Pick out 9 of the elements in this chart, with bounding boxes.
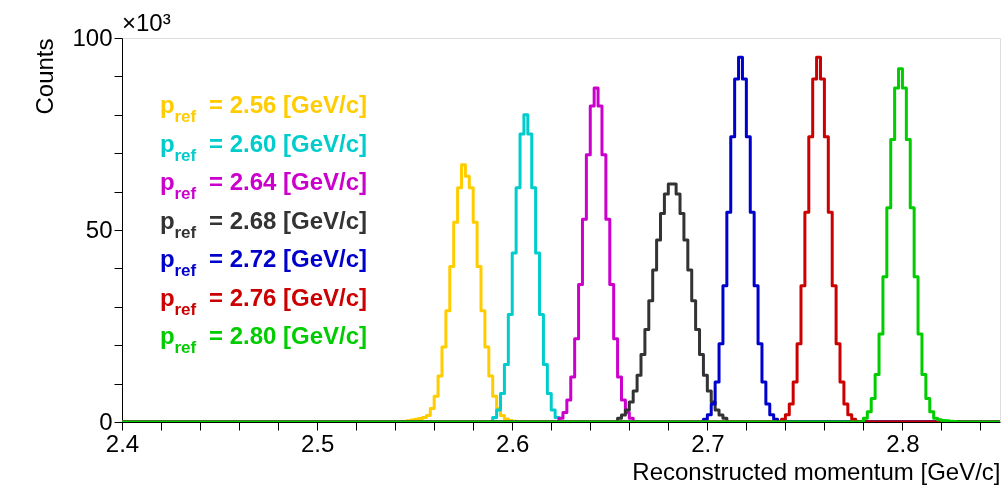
y-tick-label: 100	[72, 23, 113, 51]
x-tick-label: 2.7	[691, 429, 725, 457]
x-tick-label: 2.5	[300, 429, 335, 457]
x-axis-title: Reconstructed momentum [GeV/c]	[632, 457, 1001, 485]
text: ×10³	[122, 9, 171, 36]
x-tick-label: 2.6	[496, 429, 530, 457]
y-tick-label: 50	[85, 215, 113, 243]
x-tick-label: 2.8	[886, 429, 920, 457]
y-axis-title: Counts	[31, 38, 59, 115]
